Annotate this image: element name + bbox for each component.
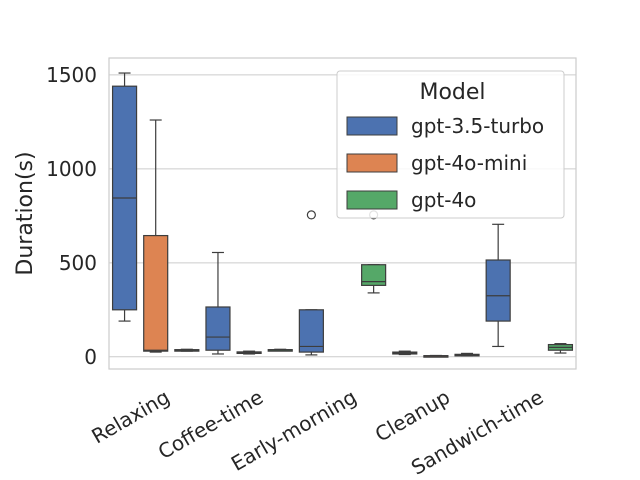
box-gpt-4o-Sandwich-time [547,343,574,354]
legend-label: gpt-3.5-turbo [411,114,544,138]
y-tick-label: 500 [59,251,97,275]
y-tick-label: 1500 [46,63,97,87]
legend-frame [336,70,565,219]
legend: Model gpt-3.5-turbo gpt-4o-mini gpt-4o [336,70,565,219]
y-tick-label: 1000 [46,157,97,181]
y-tick-labels: 0 500 1000 1500 [46,63,97,369]
box-gpt-3.5-turbo-Relaxing [111,72,138,322]
box-gpt-3.5-turbo-Coffee-time [205,251,231,355]
box-body [205,306,231,351]
box-gpt-4o-Relaxing [174,348,200,352]
box-gpt-4o-mini-Relaxing [143,119,169,353]
legend-items: gpt-3.5-turbo gpt-4o-mini gpt-4o [346,114,544,212]
plot-frame [108,57,577,370]
box-gpt-3.5-turbo-Sandwich-time [485,223,511,348]
box-body [485,259,511,322]
box-gpt-4o-Cleanup [454,352,480,357]
box-gpt-4o-Coffee-time [267,348,293,352]
outlier-point [306,210,316,220]
box-gpt-3.5-turbo-Cleanup [392,350,418,356]
box-gpt-4o-mini-Coffee-time [236,350,262,355]
box-marks [111,72,574,358]
x-tick-label: Cleanup [371,385,454,447]
legend-swatch-gpt-4o-mini [346,153,398,173]
box-body [361,264,387,286]
box-gpt-4o-mini-Cleanup [423,354,449,358]
y-axis-title: Duration(s) [13,151,38,275]
box-gpt-4o-Early-morning [361,210,387,294]
legend-label: gpt-4o-mini [411,151,527,175]
box-gpt-3.5-turbo-Early-morning [298,210,324,356]
legend-label: gpt-4o [411,188,476,212]
legend-title: Model [419,80,485,105]
box-body [298,309,324,353]
y-tick-label: 0 [84,345,97,369]
box-body [143,234,169,352]
legend-swatch-gpt-3.5-turbo [346,116,398,136]
legend-swatch-gpt-4o [346,190,398,210]
